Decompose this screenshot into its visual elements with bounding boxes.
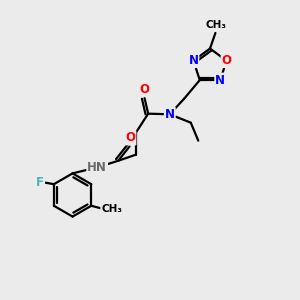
Text: N: N — [215, 74, 225, 87]
Text: F: F — [36, 176, 44, 189]
Text: CH₃: CH₃ — [206, 20, 227, 30]
Text: N: N — [188, 54, 199, 67]
Text: O: O — [125, 131, 136, 145]
Text: N: N — [165, 108, 175, 121]
Text: HN: HN — [87, 161, 107, 174]
Text: O: O — [139, 83, 149, 96]
Text: O: O — [221, 54, 232, 67]
Text: CH₃: CH₃ — [101, 204, 122, 214]
